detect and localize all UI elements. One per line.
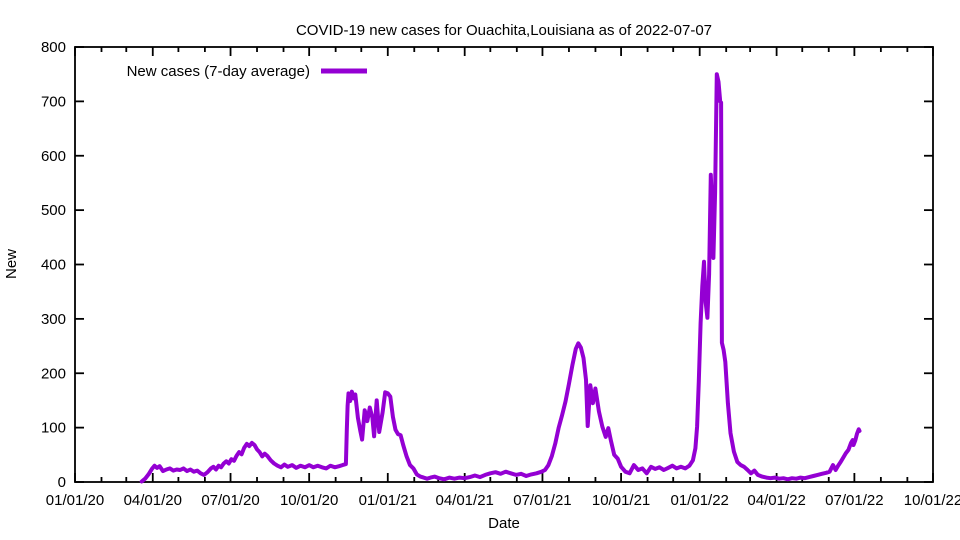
x-tick-label: 10/01/21 [592, 492, 650, 509]
x-tick-label: 10/01/22 [904, 492, 960, 509]
x-tick-label: 04/01/21 [435, 492, 493, 509]
x-axis-label: Date [488, 515, 520, 532]
x-tick-label: 01/01/20 [46, 492, 104, 509]
new-cases-line [139, 72, 862, 484]
y-tick-label: 800 [41, 39, 66, 56]
x-tick-label: 07/01/20 [201, 492, 259, 509]
axis-tick-labels: 01/01/20 04/01/20 07/01/20 10/01/20 01/01/21… [41, 39, 960, 509]
chart-title: COVID-19 new cases for Ouachita,Louisian… [296, 22, 712, 39]
y-tick-label: 600 [41, 148, 66, 165]
x-tick-label: 04/01/22 [747, 492, 805, 509]
x-tick-label: 07/01/21 [513, 492, 571, 509]
y-tick-label: 400 [41, 257, 66, 274]
y-tick-label: 200 [41, 365, 66, 382]
x-tick-label: 01/01/22 [671, 492, 729, 509]
y-tick-label: 700 [41, 93, 66, 110]
legend-label: New cases (7-day average) [127, 63, 310, 80]
y-tick-label: 500 [41, 202, 66, 219]
y-tick-label: 0 [58, 474, 66, 491]
y-tick-label: 300 [41, 311, 66, 328]
x-tick-label: 07/01/22 [825, 492, 883, 509]
plot-border [74, 46, 934, 483]
x-tick-label: 04/01/20 [124, 492, 182, 509]
y-tick-label: 100 [41, 420, 66, 437]
plot-axes [74, 46, 934, 483]
x-tick-label: 10/01/20 [280, 492, 338, 509]
y-axis-label: New [3, 249, 20, 279]
x-tick-label: 01/01/21 [359, 492, 417, 509]
